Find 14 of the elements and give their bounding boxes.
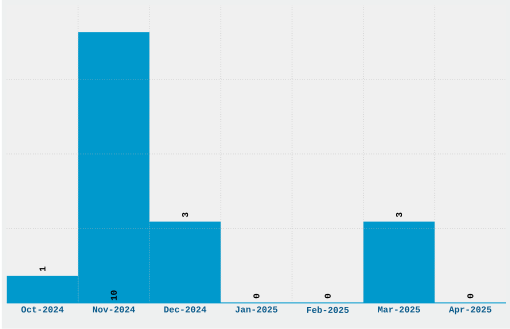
data-label: 3 — [182, 212, 188, 218]
x-tick-label: Nov-2024 — [92, 306, 135, 313]
x-tick-label: Dec-2024 — [164, 306, 206, 313]
x-tick-label: Feb-2025 — [307, 306, 349, 314]
data-label: 10 — [110, 290, 117, 300]
x-tick-label: Jan-2025 — [235, 306, 278, 313]
data-label: 0 — [324, 294, 331, 298]
data-label: 1 — [40, 266, 46, 272]
data-label: 0 — [253, 294, 260, 298]
x-tick-label: Apr-2025 — [448, 306, 492, 314]
data-label: 0 — [467, 294, 474, 298]
data-label: 3 — [396, 212, 402, 218]
x-tick-label: Mar-2025 — [378, 306, 420, 313]
x-tick-label: Oct-2024 — [21, 306, 64, 313]
